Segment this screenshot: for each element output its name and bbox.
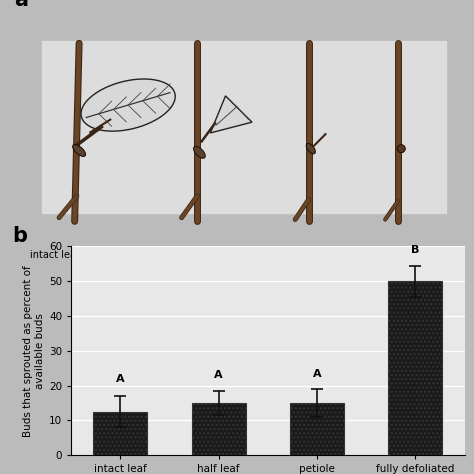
Polygon shape — [193, 146, 205, 158]
Text: a: a — [15, 0, 28, 10]
Y-axis label: Buds that sprouted as percent of
available buds: Buds that sprouted as percent of availab… — [23, 265, 45, 437]
Text: fully defoliated: fully defoliated — [361, 250, 434, 260]
Polygon shape — [73, 145, 86, 156]
Bar — [290, 403, 344, 455]
Text: A: A — [313, 369, 321, 379]
Polygon shape — [306, 144, 315, 154]
Polygon shape — [210, 96, 252, 133]
Text: petiole: petiole — [292, 250, 325, 260]
Text: A: A — [214, 370, 223, 380]
Polygon shape — [81, 79, 175, 131]
Bar — [191, 403, 246, 455]
Text: half leaf: half leaf — [177, 250, 217, 260]
Text: A: A — [116, 374, 125, 384]
FancyBboxPatch shape — [41, 40, 447, 214]
Text: intact leaf: intact leaf — [30, 250, 79, 260]
Text: B: B — [411, 245, 419, 255]
Text: b: b — [12, 226, 27, 246]
Bar — [93, 411, 147, 455]
Ellipse shape — [397, 145, 405, 153]
Bar — [388, 281, 442, 455]
